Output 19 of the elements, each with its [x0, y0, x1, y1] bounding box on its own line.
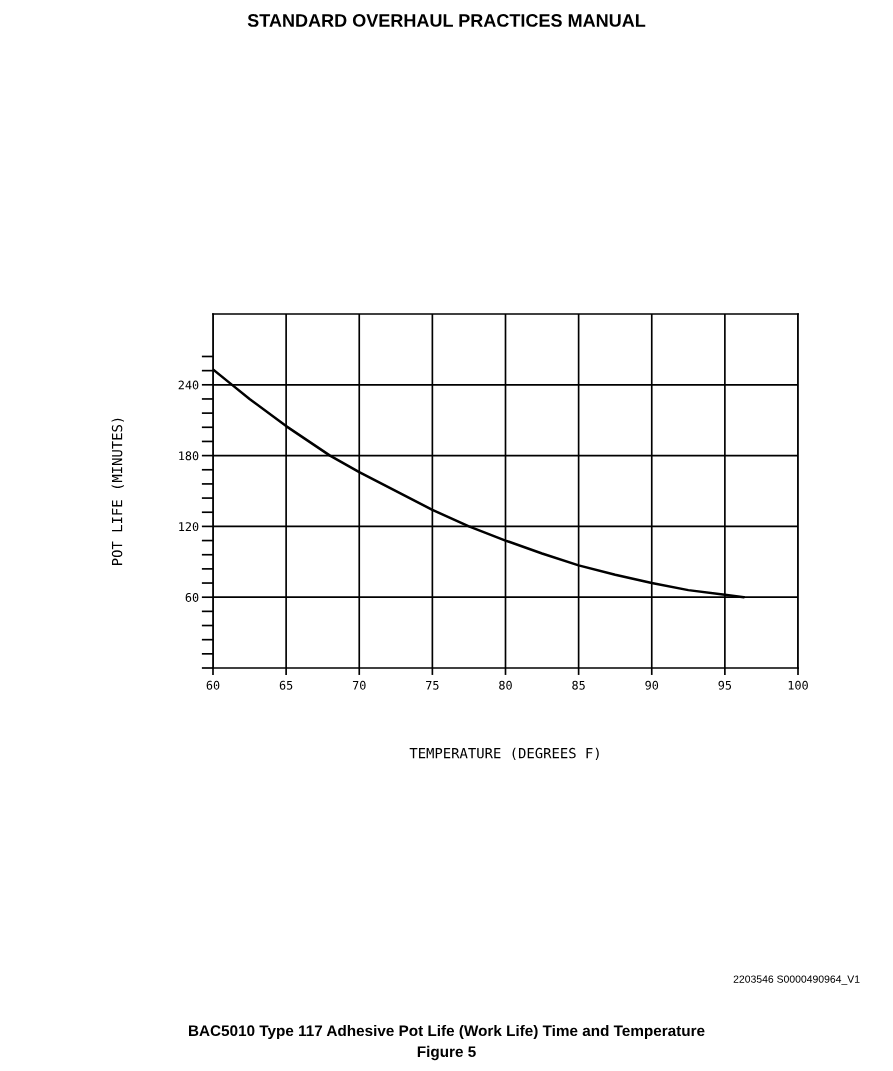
y-tick-label: 240: [178, 380, 199, 390]
x-tick-label: 100: [788, 680, 808, 690]
x-axis-title: TEMPERATURE (DEGREES F): [409, 747, 599, 760]
x-tick-label: 80: [499, 680, 512, 690]
y-tick-label: 60: [185, 592, 199, 602]
x-tick-label: 65: [279, 680, 293, 690]
x-tick-label: 75: [426, 680, 439, 690]
x-tick-label: 95: [718, 680, 732, 690]
chart-title: STANDARD OVERHAUL PRACTICES MANUAL: [247, 14, 646, 27]
y-axis-title: POT LIFE (MINUTES): [111, 418, 124, 565]
x-tick-label: 85: [572, 680, 585, 690]
text: BAC5010 Type 117 Adhesive Pot Life (Work Life) Time and Temperature: [189, 1024, 705, 1040]
y-tick-label: 120: [179, 522, 199, 532]
caption: Figure 5: [417, 1045, 476, 1061]
x-tick-label: 90: [645, 680, 659, 690]
text: 2203546 S0000490964_V1: [733, 975, 860, 985]
x-tick-label: 60: [206, 680, 220, 690]
x-tick-label: 70: [352, 680, 366, 690]
y-tick-label: 180: [179, 451, 199, 461]
